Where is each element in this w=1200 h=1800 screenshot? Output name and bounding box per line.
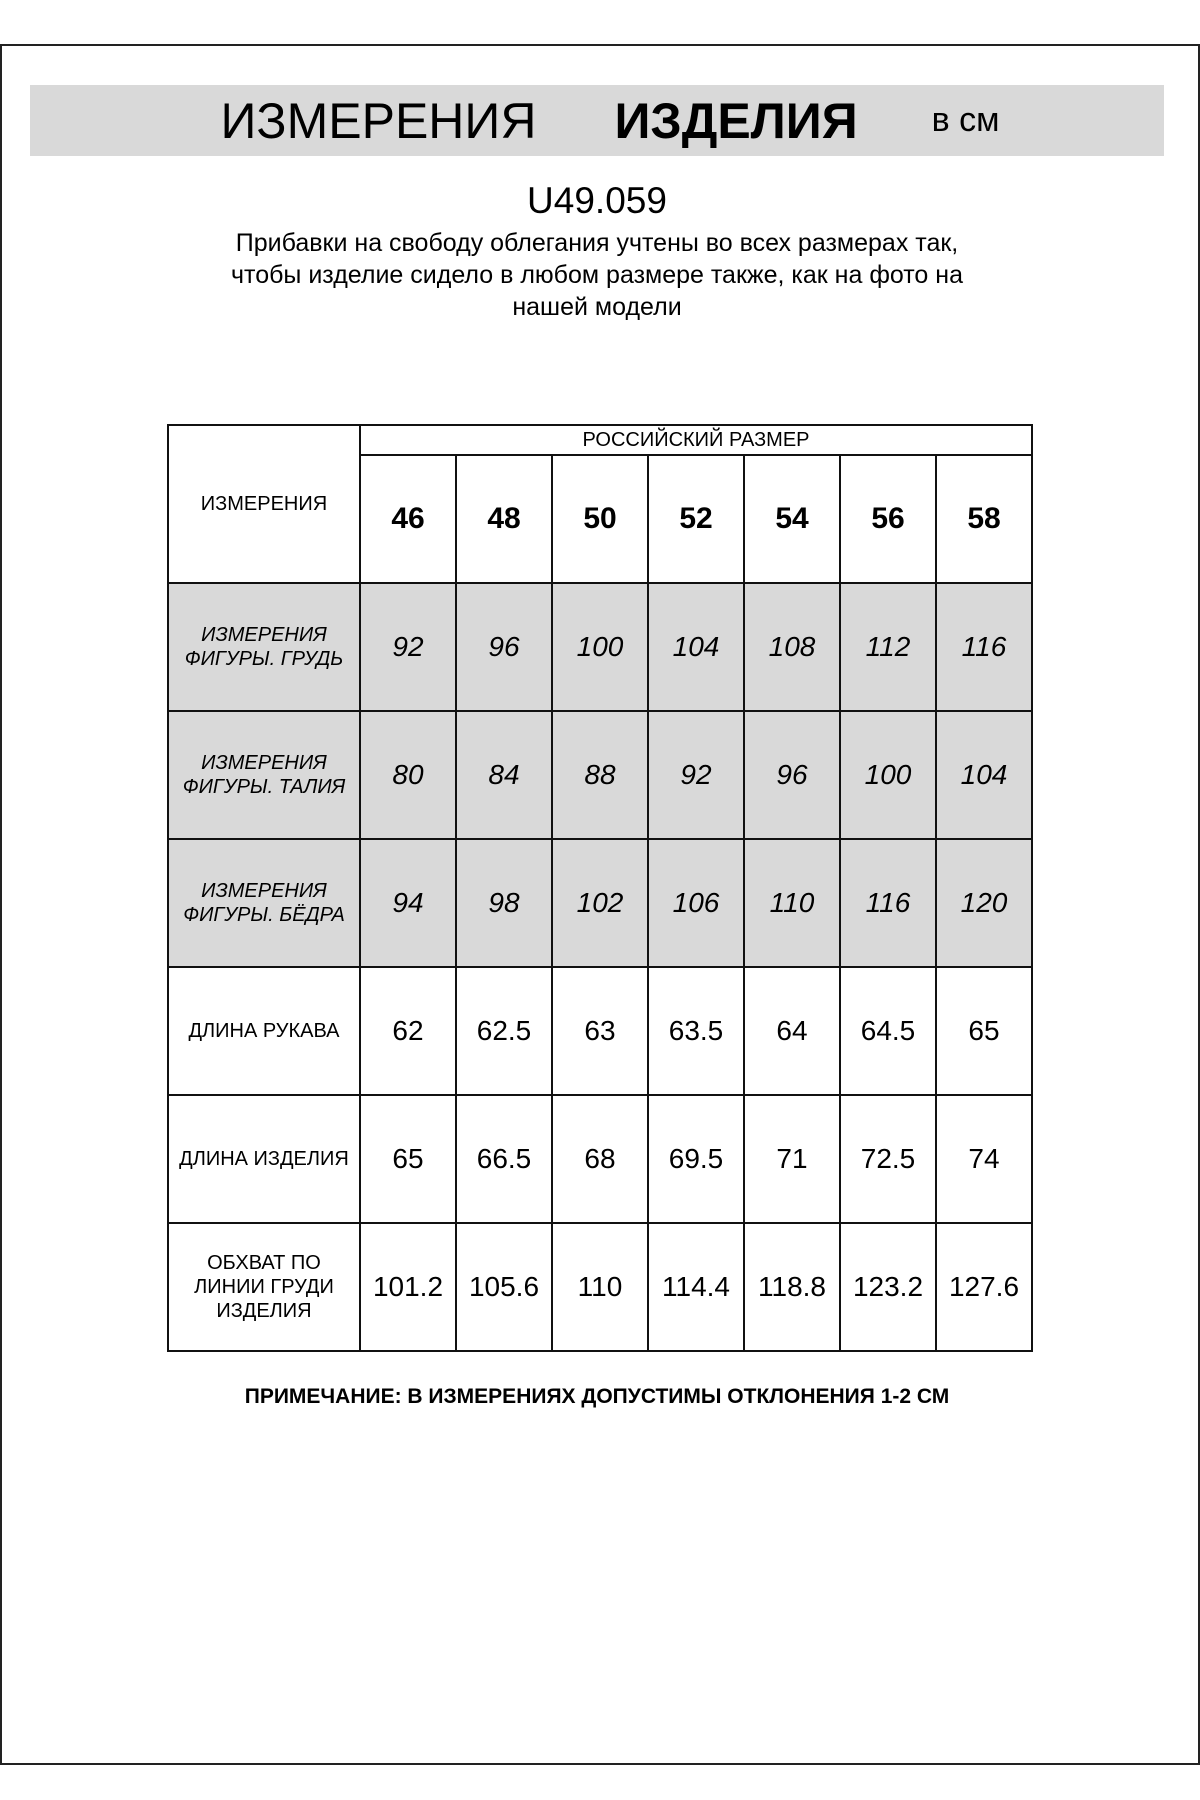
table-cell: 106	[647, 838, 745, 968]
table-cell: 69.5	[647, 1094, 745, 1224]
table-row: ДЛИНА ИЗДЕЛИЯ 65 66.5 68 69.5 71 72.5 74	[167, 1094, 1033, 1224]
page-title: ИЗМЕРЕНИЯ ИЗДЕЛИЯ в см	[0, 85, 1200, 156]
row-label-line: ИЗМЕРЕНИЯ	[201, 752, 327, 774]
table-cell: 65	[935, 966, 1033, 1096]
size-header-56: 56	[839, 454, 937, 584]
table-cell: 96	[455, 582, 553, 712]
table-cell: 96	[743, 710, 841, 840]
table-cell: 120	[935, 838, 1033, 968]
product-code: U49.059	[527, 180, 667, 221]
size-header-46: 46	[359, 454, 457, 584]
table-cell: 112	[839, 582, 937, 712]
row-label: ОБХВАТ ПО ЛИНИИ ГРУДИ ИЗДЕЛИЯ	[167, 1222, 361, 1352]
row-label-line: ИЗДЕЛИЯ	[216, 1300, 312, 1322]
table-row: ИЗМЕРЕНИЯ ФИГУРЫ. ГРУДЬ 92 96 100 104 108 112 11…	[167, 582, 1033, 712]
row-label: ДЛИНА ИЗДЕЛИЯ	[167, 1094, 361, 1224]
description: Прибавки на свободу облегания учтены во …	[150, 227, 1044, 323]
description-line: чтобы изделие сидело в любом размере так…	[231, 261, 963, 289]
table-cell: 118.8	[743, 1222, 841, 1352]
row-label-line: ФИГУРЫ. ТАЛИЯ	[182, 776, 346, 798]
note: ПРИМЕЧАНИЕ: В ИЗМЕРЕНИЯХ ДОПУСТИМЫ ОТКЛО…	[244, 1385, 950, 1408]
description-line: нашей модели	[512, 293, 682, 321]
table-cell: 104	[935, 710, 1033, 840]
row-label: ИЗМЕРЕНИЯ ФИГУРЫ. ТАЛИЯ	[167, 710, 361, 840]
size-header-54: 54	[743, 454, 841, 584]
row-label-line: ОБХВАТ ПО	[207, 1252, 321, 1274]
table-cell: 74	[935, 1094, 1033, 1224]
corner-label: ИЗМЕРЕНИЯ	[167, 424, 361, 584]
description-line: Прибавки на свободу облегания учтены во …	[235, 229, 959, 257]
table-cell: 72.5	[839, 1094, 937, 1224]
row-label-line: ФИГУРЫ. ГРУДЬ	[184, 648, 344, 670]
table-cell: 62	[359, 966, 457, 1096]
table-cell: 100	[839, 710, 937, 840]
row-label-line: ФИГУРЫ. БЁДРА	[183, 904, 345, 926]
table-cell: 94	[359, 838, 457, 968]
page-frame	[0, 44, 1200, 1765]
table-cell: 68	[551, 1094, 649, 1224]
row-label-line: ЛИНИИ ГРУДИ	[194, 1276, 334, 1298]
group-header: РОССИЙСКИЙ РАЗМЕР	[359, 424, 1033, 456]
table-cell: 108	[743, 582, 841, 712]
title-band	[30, 85, 1164, 156]
row-label-line: ДЛИНА РУКАВА	[188, 1020, 340, 1042]
title-part2: ИЗДЕЛИЯ	[614, 92, 858, 149]
table-cell: 116	[839, 838, 937, 968]
table-cell: 104	[647, 582, 745, 712]
table-cell: 116	[935, 582, 1033, 712]
table-cell: 64.5	[839, 966, 937, 1096]
table-cell: 80	[359, 710, 457, 840]
table-cell: 63	[551, 966, 649, 1096]
table-cell: 65	[359, 1094, 457, 1224]
table-cell: 62.5	[455, 966, 553, 1096]
table-row: ИЗМЕРЕНИЯ ФИГУРЫ. БЁДРА 94 98 102 106 110 116 12…	[167, 838, 1033, 968]
table-cell: 100	[551, 582, 649, 712]
table-cell: 110	[743, 838, 841, 968]
table-cell: 98	[455, 838, 553, 968]
table-row: ОБХВАТ ПО ЛИНИИ ГРУДИ ИЗДЕЛИЯ 101.2 105.6 110…	[167, 1222, 1033, 1352]
row-label-line: ДЛИНА ИЗДЕЛИЯ	[179, 1148, 349, 1170]
table-cell: 84	[455, 710, 553, 840]
row-label: ИЗМЕРЕНИЯ ФИГУРЫ. ГРУДЬ	[167, 582, 361, 712]
table-cell: 114.4	[647, 1222, 745, 1352]
row-label-line: ИЗМЕРЕНИЯ	[201, 880, 327, 902]
size-header-50: 50	[551, 454, 649, 584]
row-label: ИЗМЕРЕНИЯ ФИГУРЫ. БЁДРА	[167, 838, 361, 968]
table-cell: 71	[743, 1094, 841, 1224]
size-header-48: 48	[455, 454, 553, 584]
row-label: ДЛИНА РУКАВА	[167, 966, 361, 1096]
table-cell: 63.5	[647, 966, 745, 1096]
table-cell: 127.6	[935, 1222, 1033, 1352]
table-cell: 102	[551, 838, 649, 968]
table-row: ИЗМЕРЕНИЯ ФИГУРЫ. ТАЛИЯ 80 84 88 92 96 100 104	[167, 710, 1033, 840]
size-header-52: 52	[647, 454, 745, 584]
table-cell: 66.5	[455, 1094, 553, 1224]
table-cell: 110	[551, 1222, 649, 1352]
title-part1: ИЗМЕРЕНИЯ	[220, 92, 537, 149]
table-cell: 123.2	[839, 1222, 937, 1352]
size-header-58: 58	[935, 454, 1033, 584]
table-cell: 64	[743, 966, 841, 1096]
size-table: ИЗМЕРЕНИЯ РОССИЙСКИЙ РАЗМЕР 46 48 50 52 54 56…	[167, 424, 1033, 1352]
table-cell: 88	[551, 710, 649, 840]
title-unit: в см	[931, 101, 1000, 139]
table-cell: 105.6	[455, 1222, 553, 1352]
table-cell: 92	[359, 582, 457, 712]
table-cell: 101.2	[359, 1222, 457, 1352]
table-row: ДЛИНА РУКАВА 62 62.5 63 63.5 64 64.5 65	[167, 966, 1033, 1096]
table-cell: 92	[647, 710, 745, 840]
row-label-line: ИЗМЕРЕНИЯ	[201, 624, 327, 646]
